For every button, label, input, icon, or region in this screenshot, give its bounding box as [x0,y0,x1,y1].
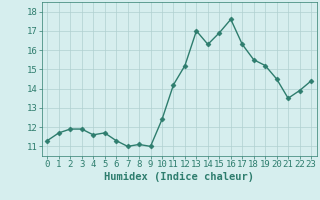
X-axis label: Humidex (Indice chaleur): Humidex (Indice chaleur) [104,172,254,182]
